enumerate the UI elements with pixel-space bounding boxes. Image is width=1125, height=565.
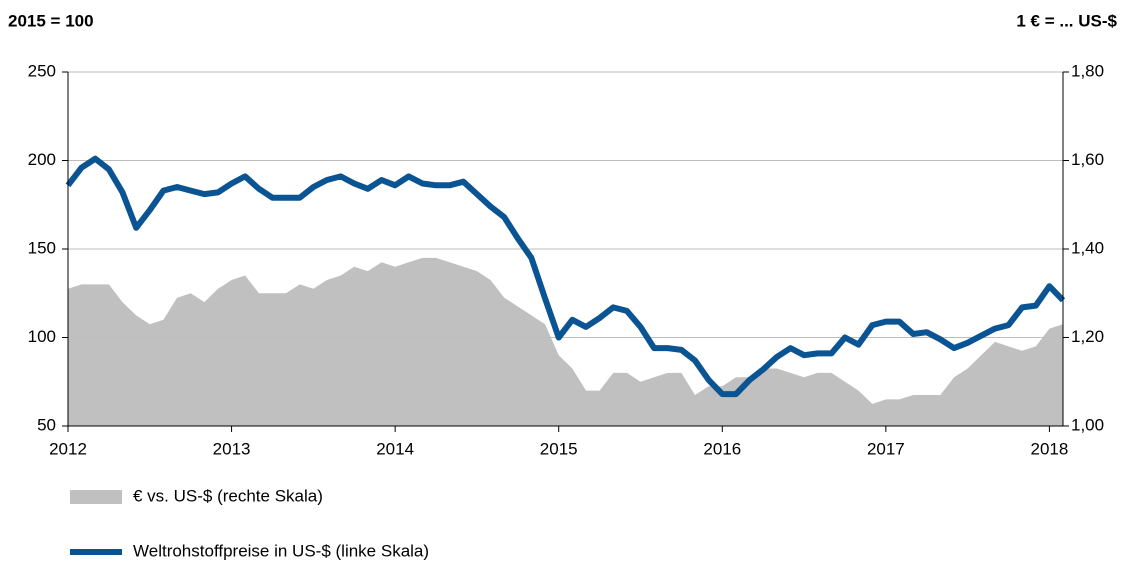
legend-label: Weltrohstoffpreise in US-$ (linke Skala) xyxy=(133,541,429,560)
y-tick-label: 250 xyxy=(28,61,56,80)
y2-tick-label: 1,40 xyxy=(1071,238,1104,257)
legend-label: € vs. US-$ (rechte Skala) xyxy=(133,486,323,505)
line xyxy=(65,155,1066,398)
y2-tick-label: 1,20 xyxy=(1071,327,1104,346)
x-tick-label: 2015 xyxy=(540,439,578,458)
y-tick-label: 150 xyxy=(28,238,56,257)
y2-tick-label: 1,60 xyxy=(1071,150,1104,169)
area xyxy=(68,257,1063,426)
y-tick-label: 50 xyxy=(37,415,56,434)
y2-tick-label: 1,00 xyxy=(1071,415,1104,434)
x-tick-label: 2018 xyxy=(1031,439,1069,458)
x-tick-label: 2012 xyxy=(49,439,87,458)
x-tick-label: 2014 xyxy=(376,439,414,458)
y-tick-label: 100 xyxy=(28,327,56,346)
legend-swatch xyxy=(70,490,122,504)
y2-tick-label: 1,80 xyxy=(1071,61,1104,80)
y-tick-label: 200 xyxy=(28,150,56,169)
y-axis-title: 2015 = 100 xyxy=(8,11,94,30)
x-tick-label: 2017 xyxy=(867,439,905,458)
y2-axis-title: 1 € = ... US-$ xyxy=(1016,11,1117,30)
x-tick-label: 2016 xyxy=(703,439,741,458)
x-tick-label: 2013 xyxy=(213,439,251,458)
